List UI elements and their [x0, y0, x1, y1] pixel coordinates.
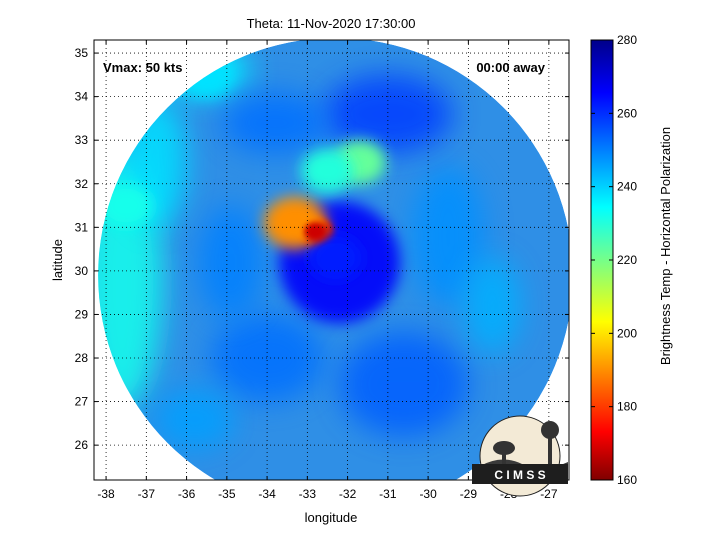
colorbar-tick-label: 220: [617, 253, 637, 267]
axes-frame: [93, 39, 570, 481]
x-tick-label: -30: [419, 487, 437, 501]
y-tick-label: 26: [75, 438, 89, 452]
texture-blob-4: [339, 331, 469, 437]
y-tick-label: 32: [75, 177, 89, 191]
y-tick-label: 33: [75, 133, 89, 147]
grid-lines: [94, 40, 569, 480]
vmax-annotation: Vmax: 50 kts: [103, 60, 183, 75]
colorbar-ticks: 160 180 200 220 240 260 280: [591, 33, 637, 487]
colorbar-tick-label: 200: [617, 326, 637, 340]
x-tick-label: -32: [339, 487, 357, 501]
x-tick-label: -37: [138, 487, 156, 501]
y-tick-label: 27: [75, 395, 89, 409]
y-tick-label: 31: [75, 220, 89, 234]
texture-blob-8: [464, 257, 521, 354]
x-tick-label: -36: [178, 487, 196, 501]
x-tick-label: -38: [97, 487, 115, 501]
y-tick-label: 35: [75, 46, 89, 60]
axis-ticks: -38-37-36-35-34-33-32-31-30-29-28-272627…: [75, 40, 569, 501]
chart-title: Theta: 11-Nov-2020 17:30:00: [247, 16, 416, 31]
feature-point: [309, 236, 362, 280]
plot-area: [94, 40, 569, 480]
y-tick-label: 29: [75, 307, 89, 321]
colorbar-label: Brightness Temp - Horizontal Polarizatio…: [658, 127, 673, 365]
x-tick-label: -35: [218, 487, 236, 501]
x-tick-label: -33: [299, 487, 317, 501]
texture-blob-10: [198, 205, 264, 319]
texture-blob-3: [210, 314, 324, 402]
y-axis-label: latitude: [50, 239, 65, 281]
texture-blob-6: [323, 74, 453, 154]
x-tick-label: -27: [540, 487, 558, 501]
x-tick-label: -29: [460, 487, 478, 501]
cimss-logo: C I M S S: [472, 415, 568, 497]
y-tick-label: 28: [75, 351, 89, 365]
texture-blob-9: [222, 92, 328, 154]
x-axis-label: longitude: [305, 510, 358, 525]
cold-core: [304, 222, 327, 242]
cimss-logo-text: C I M S S: [494, 468, 545, 482]
colorbar-tick-label: 240: [617, 180, 637, 194]
feature-point: [301, 148, 354, 193]
texture-blob-7: [154, 388, 235, 450]
y-tick-label: 30: [75, 264, 89, 278]
x-tick-label: -31: [379, 487, 397, 501]
time-away-annotation: 00:00 away: [476, 60, 545, 75]
y-tick-label: 34: [75, 90, 89, 104]
colorbar-tick-label: 180: [617, 400, 637, 414]
colorbar-tick-label: 160: [617, 473, 637, 487]
colorbar-tick-label: 280: [617, 33, 637, 47]
colorbar-tick-label: 260: [617, 106, 637, 120]
x-tick-label: -34: [258, 487, 276, 501]
feature-point: [100, 183, 153, 228]
